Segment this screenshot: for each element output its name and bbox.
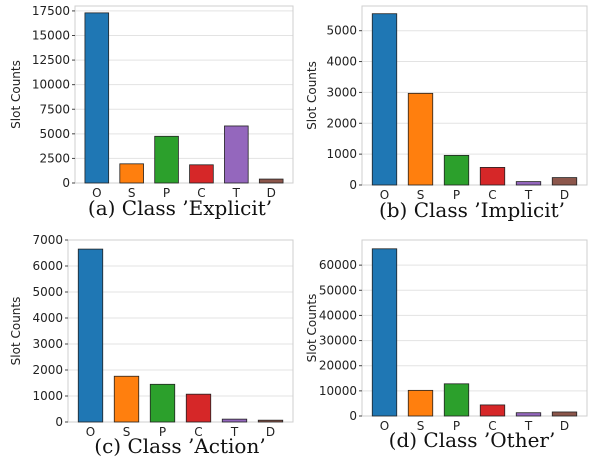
x-tick-label: T <box>232 186 241 200</box>
caption-explicit: (a) Class ’Explicit’ <box>87 196 273 220</box>
y-tick-label: 0 <box>62 176 70 190</box>
bar-P <box>443 154 470 186</box>
x-tick-label: P <box>453 188 460 202</box>
x-tick-label: O <box>92 186 101 200</box>
bar-D <box>551 411 578 417</box>
bar-S <box>407 389 434 417</box>
bar-D <box>257 419 284 423</box>
y-tick-label: 7500 <box>39 102 70 116</box>
chart-action: 0 1000 2000 3000 4000 5000 6000 7000 Slot Counts… <box>9 233 294 439</box>
y-tick-label: 7000 <box>32 233 63 247</box>
chart-implicit: 0 1000 2000 3000 4000 5000 Slot Counts O S P C T D <box>305 5 588 202</box>
bar-O <box>84 12 110 184</box>
y-tick-label: 5000 <box>39 127 70 141</box>
x-tick-label: S <box>417 188 425 202</box>
y-tick-label: 12500 <box>32 53 70 67</box>
y-tick-label: 0 <box>349 409 357 423</box>
x-tick-label: D <box>266 425 275 439</box>
x-tick-label: C <box>488 419 496 433</box>
y-tick-label: 1000 <box>32 389 63 403</box>
bar-S <box>407 92 434 186</box>
x-tick-label: T <box>524 188 533 202</box>
x-tick-label: P <box>163 186 170 200</box>
y-tick-label: 3000 <box>326 85 357 99</box>
y-axis-label: Slot Counts <box>305 294 319 363</box>
x-tick-label: T <box>524 419 533 433</box>
bar-P <box>149 383 176 423</box>
y-tick-label: 2000 <box>32 363 63 377</box>
y-axis-label: Slot Counts <box>9 297 23 366</box>
bar-C <box>479 167 506 186</box>
y-tick-label: 10000 <box>32 78 70 92</box>
caption-other: (d) Class ’Other’ <box>388 428 556 452</box>
bar-C <box>189 164 214 184</box>
x-tick-label: O <box>86 425 95 439</box>
y-tick-label: 2000 <box>326 116 357 130</box>
bar-C <box>185 393 212 423</box>
bar-O <box>371 13 398 186</box>
plot-frame <box>361 239 588 417</box>
x-tick-label: O <box>380 419 389 433</box>
bar-O <box>371 248 398 417</box>
bar-T <box>515 181 542 186</box>
x-tick-label: S <box>417 419 425 433</box>
bar-T <box>221 418 248 423</box>
y-tick-label: 15000 <box>32 29 70 43</box>
y-tick-label: 6000 <box>32 259 63 273</box>
x-tick-label: P <box>159 425 166 439</box>
y-tick-label: 40000 <box>319 308 357 322</box>
bar-D <box>258 178 284 184</box>
x-tick-label: D <box>560 188 569 202</box>
bar-P <box>154 135 179 184</box>
x-tick-label: O <box>380 188 389 202</box>
bar-T <box>515 412 542 417</box>
y-tick-label: 4000 <box>326 55 357 69</box>
y-tick-label: 3000 <box>32 337 63 351</box>
y-tick-label: 0 <box>55 415 63 429</box>
bar-S <box>113 375 140 423</box>
y-axis-label: Slot Counts <box>9 60 23 129</box>
y-tick-label: 0 <box>349 178 357 192</box>
plot-frame <box>361 5 588 186</box>
y-tick-label: 5000 <box>32 285 63 299</box>
plot-frame <box>67 239 294 423</box>
x-tick-label: P <box>453 419 460 433</box>
x-tick-label: C <box>488 188 496 202</box>
y-tick-label: 2500 <box>39 151 70 165</box>
y-tick-label: 60000 <box>319 258 357 272</box>
x-tick-label: C <box>197 186 205 200</box>
caption-implicit: (b) Class ’Implicit’ <box>378 198 566 222</box>
bar-S <box>119 163 144 184</box>
x-tick-label: C <box>194 425 202 439</box>
x-tick-label: T <box>230 425 239 439</box>
y-tick-label: 17500 <box>32 4 70 18</box>
bar-C <box>479 404 506 417</box>
chart-explicit: 0 2500 5000 7500 10000 12500 15000 17500 Slot Co… <box>9 4 294 200</box>
x-tick-label: S <box>128 186 136 200</box>
bar-T <box>224 125 249 184</box>
y-tick-label: 50000 <box>319 283 357 297</box>
chart-other: 0 10000 20000 30000 40000 50000 60000 Slot Coun… <box>305 239 588 433</box>
bar-O <box>77 248 104 423</box>
bar-D <box>551 177 578 186</box>
y-tick-label: 10000 <box>319 384 357 398</box>
y-tick-label: 1000 <box>326 147 357 161</box>
caption-action: (c) Class ’Action’ <box>94 434 266 458</box>
y-tick-label: 30000 <box>319 334 357 348</box>
x-tick-label: D <box>267 186 276 200</box>
plot-frame <box>74 5 294 184</box>
y-tick-label: 5000 <box>326 24 357 38</box>
y-tick-label: 4000 <box>32 311 63 325</box>
y-tick-label: 20000 <box>319 359 357 373</box>
x-tick-label: D <box>560 419 569 433</box>
bar-P <box>443 383 470 417</box>
y-axis-label: Slot Counts <box>305 61 319 130</box>
x-tick-label: S <box>123 425 131 439</box>
